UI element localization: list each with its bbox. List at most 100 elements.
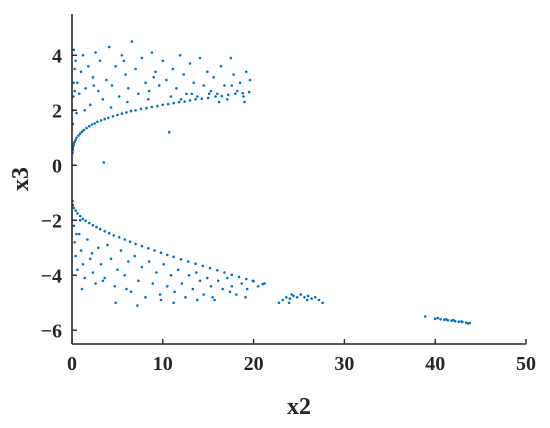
y-axis-title: x3 bbox=[8, 167, 34, 191]
data-point bbox=[179, 258, 183, 261]
data-point bbox=[116, 113, 119, 117]
data-point bbox=[217, 100, 221, 104]
data-point bbox=[161, 59, 165, 63]
data-point bbox=[72, 81, 76, 85]
data-point bbox=[150, 105, 154, 109]
data-points bbox=[71, 40, 472, 325]
data-point bbox=[221, 287, 224, 291]
data-point bbox=[196, 298, 199, 302]
data-point bbox=[97, 89, 100, 93]
data-point bbox=[133, 254, 136, 258]
data-point bbox=[114, 301, 117, 305]
data-point bbox=[244, 296, 247, 299]
data-point bbox=[98, 59, 102, 63]
data-point bbox=[295, 296, 299, 299]
data-point bbox=[241, 91, 244, 95]
data-point bbox=[165, 78, 168, 82]
data-point bbox=[110, 84, 114, 87]
data-point bbox=[230, 273, 234, 277]
data-point bbox=[192, 81, 195, 85]
data-point bbox=[136, 304, 139, 307]
data-point bbox=[140, 265, 144, 269]
data-point bbox=[72, 48, 76, 52]
data-point bbox=[178, 54, 182, 57]
data-point bbox=[201, 264, 205, 268]
data-point bbox=[106, 243, 109, 247]
data-point bbox=[242, 95, 245, 98]
data-point bbox=[188, 62, 192, 65]
data-point bbox=[285, 296, 288, 299]
data-point bbox=[79, 70, 83, 74]
data-point bbox=[139, 107, 143, 111]
data-point bbox=[288, 297, 292, 300]
data-point bbox=[220, 94, 224, 98]
data-point bbox=[228, 290, 232, 294]
data-point bbox=[147, 89, 151, 93]
data-point bbox=[176, 268, 180, 272]
data-point bbox=[172, 301, 175, 305]
data-point bbox=[117, 95, 121, 98]
data-point bbox=[436, 316, 440, 320]
data-point bbox=[223, 84, 226, 87]
data-point bbox=[172, 101, 175, 105]
axes bbox=[71, 14, 526, 345]
data-point bbox=[126, 100, 129, 104]
data-point bbox=[80, 130, 84, 133]
data-point bbox=[88, 124, 91, 128]
data-point bbox=[172, 255, 175, 259]
data-point bbox=[209, 89, 213, 93]
data-point bbox=[457, 320, 461, 324]
data-point bbox=[147, 260, 151, 263]
data-point bbox=[310, 297, 314, 300]
data-point bbox=[207, 92, 211, 96]
data-point bbox=[159, 298, 163, 302]
data-point bbox=[198, 279, 202, 283]
data-point bbox=[237, 275, 241, 279]
data-point bbox=[183, 100, 186, 103]
data-point bbox=[212, 76, 215, 79]
y-tick-label: −4 bbox=[41, 265, 62, 287]
data-point bbox=[256, 285, 260, 288]
x-tick-label: 0 bbox=[67, 353, 77, 375]
data-point bbox=[147, 98, 150, 101]
data-point bbox=[247, 90, 251, 94]
data-point bbox=[235, 293, 238, 296]
data-point bbox=[232, 73, 235, 76]
data-point bbox=[77, 134, 80, 137]
data-point bbox=[188, 99, 192, 102]
data-point bbox=[191, 287, 195, 291]
data-point bbox=[277, 301, 281, 305]
data-point bbox=[74, 138, 77, 142]
data-point bbox=[452, 318, 455, 322]
data-point bbox=[97, 246, 100, 250]
data-point bbox=[167, 130, 171, 134]
data-point bbox=[166, 285, 169, 288]
data-point bbox=[99, 263, 103, 266]
data-point bbox=[195, 271, 198, 274]
data-point bbox=[245, 70, 248, 74]
data-point bbox=[166, 102, 170, 106]
data-point bbox=[134, 109, 137, 112]
x-axis-title: x2 bbox=[287, 394, 311, 420]
data-point bbox=[226, 98, 229, 101]
data-point bbox=[81, 263, 85, 266]
data-point bbox=[287, 301, 291, 305]
y-tick-label: 4 bbox=[52, 45, 62, 67]
data-point bbox=[74, 209, 77, 212]
data-point bbox=[219, 65, 223, 68]
data-point bbox=[202, 84, 205, 87]
data-point bbox=[125, 287, 128, 291]
data-point bbox=[128, 240, 132, 243]
data-point bbox=[154, 70, 157, 74]
data-point bbox=[90, 123, 94, 126]
data-point bbox=[75, 111, 78, 115]
data-point bbox=[78, 132, 82, 135]
data-point bbox=[306, 294, 310, 298]
data-point bbox=[180, 282, 184, 285]
data-point bbox=[226, 93, 230, 97]
data-point bbox=[98, 227, 102, 231]
data-point bbox=[107, 45, 111, 49]
data-point bbox=[75, 232, 78, 236]
data-point bbox=[94, 51, 97, 54]
